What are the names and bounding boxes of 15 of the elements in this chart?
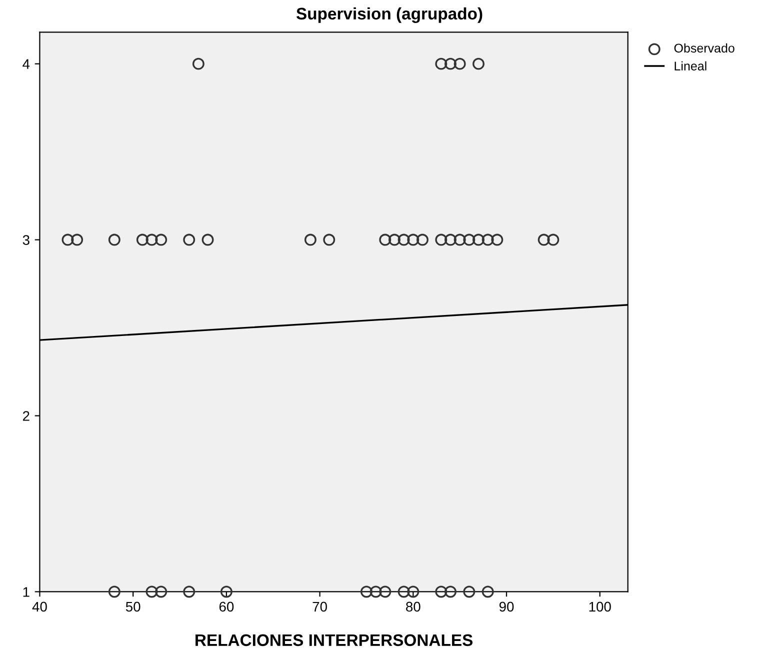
- x-tick-label: 80: [406, 602, 420, 612]
- y-tick-label: 1: [23, 587, 30, 597]
- x-tick-label: 40: [32, 602, 47, 612]
- x-tick-label: 70: [312, 602, 327, 612]
- x-tick-label: 90: [499, 602, 514, 612]
- legend-label: Observado: [674, 43, 734, 53]
- x-axis-title: RELACIONES INTERPERSONALES: [196, 634, 473, 646]
- y-tick-label: 4: [22, 59, 30, 69]
- x-tick-label: 50: [126, 602, 140, 612]
- x-tick-label: 60: [219, 602, 234, 612]
- legend-label: Lineal: [674, 61, 706, 70]
- chart-title: Supervision (agrupado): [296, 7, 482, 23]
- y-tick-label: 2: [22, 411, 30, 421]
- y-tick-label: 3: [22, 235, 30, 245]
- x-tick-label: 100: [589, 602, 611, 612]
